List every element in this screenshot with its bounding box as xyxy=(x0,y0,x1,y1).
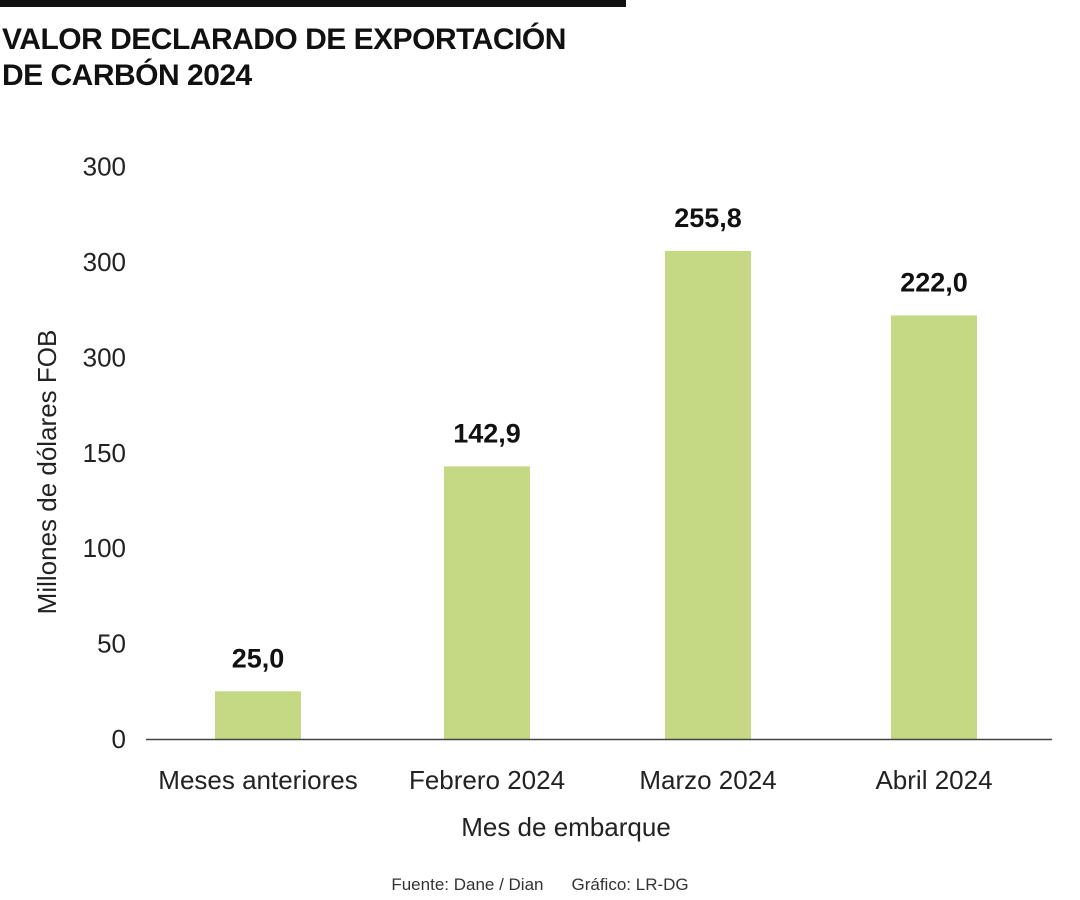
y-tick-label: 100 xyxy=(83,533,126,563)
y-tick-label: 300 xyxy=(83,152,126,182)
top-rule xyxy=(0,0,626,7)
y-axis-title: Millones de dólares FOB xyxy=(32,330,62,615)
bar xyxy=(665,250,751,739)
y-tick-label: 300 xyxy=(83,342,126,372)
chart-title-line-1: VALOR DECLARADO DE EXPORTACIÓN xyxy=(2,23,566,56)
y-tick-label: 150 xyxy=(83,438,126,468)
x-tick-label: Meses anteriores xyxy=(158,765,357,795)
y-tick-label: 0 xyxy=(112,724,126,754)
x-tick-label: Abril 2024 xyxy=(875,765,992,795)
y-tick-label: 50 xyxy=(97,629,126,659)
bar xyxy=(215,691,301,739)
x-tick-label: Marzo 2024 xyxy=(639,765,776,795)
value-labels: 25,0 142,9 255,8 222,0 xyxy=(232,203,968,673)
y-axis-ticks: 0 50 100 150 300 300 300 xyxy=(83,152,126,754)
credit-text: Gráfico: LR-DG xyxy=(571,875,689,894)
bar-value-label: 142,9 xyxy=(453,418,521,448)
bar xyxy=(444,466,530,739)
x-axis-title: Mes de embarque xyxy=(461,812,671,842)
x-axis-tick-labels: Meses anteriores Febrero 2024 Marzo 2024 Ab… xyxy=(158,765,992,795)
chart-title-line-2: DE CARBÓN 2024 xyxy=(2,59,252,92)
y-tick-label: 300 xyxy=(83,247,126,277)
bar-value-label: 25,0 xyxy=(232,643,285,673)
bar-value-label: 255,8 xyxy=(674,203,742,233)
bars xyxy=(215,250,977,739)
x-tick-label: Febrero 2024 xyxy=(409,765,565,795)
bar-value-label: 222,0 xyxy=(900,267,968,297)
bar xyxy=(891,315,977,739)
source-text: Fuente: Dane / Dian xyxy=(391,875,544,894)
chart-title: VALOR DECLARADO DE EXPORTACIÓN DE CARBÓN… xyxy=(2,22,642,94)
source-line: Fuente: Dane / Dian Gráfico: LR-DG xyxy=(0,875,1080,895)
